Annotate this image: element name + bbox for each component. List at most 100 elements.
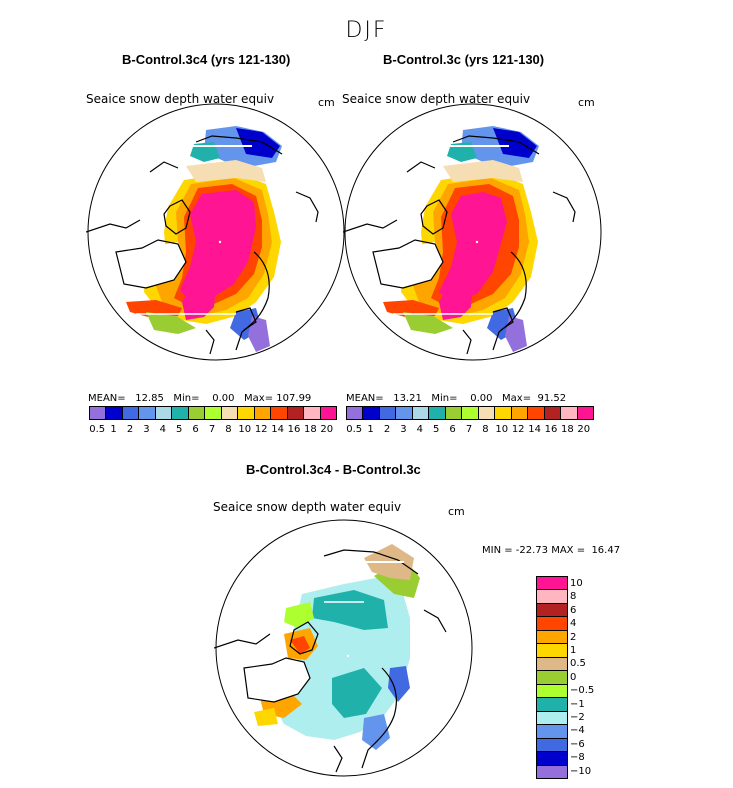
colorbar-swatch — [537, 711, 567, 726]
colorbar-swatch — [577, 407, 594, 419]
coastline — [289, 621, 319, 655]
pole-marker — [475, 240, 479, 244]
diff-panel-map — [214, 519, 473, 777]
colorbar-tick-label: 18 — [304, 424, 317, 435]
panel-2-colorbar — [346, 406, 594, 420]
min-value: 0.00 — [212, 393, 235, 404]
colorbar-tick-label: 10 — [570, 578, 583, 589]
colorbar-tick-label: −1 — [570, 698, 585, 710]
panel-2-title: B-Control.3c (yrs 121-130) — [383, 52, 545, 67]
colorbar-swatch — [495, 407, 512, 419]
coastline — [235, 307, 257, 331]
diff-region-teal — [312, 590, 388, 630]
max-value: 107.99 — [276, 393, 312, 404]
colorbar-tick-label: 16 — [287, 424, 301, 435]
ice-core-magenta — [439, 192, 507, 302]
coastline — [115, 239, 187, 289]
colorbar-swatch — [537, 630, 567, 645]
diff-panel-colorbar — [536, 576, 568, 779]
panel-1-map — [86, 103, 345, 361]
colorbar-swatch — [561, 407, 578, 419]
ice-tongue-magenta — [439, 277, 473, 320]
colorbar-tick-label: 4 — [416, 424, 423, 435]
colorbar-tick-label: 16 — [544, 424, 558, 435]
colorbar-tick-label: 2 — [383, 424, 391, 435]
coastline — [333, 745, 343, 773]
diff-region-lightgreen — [284, 602, 314, 628]
min-label: Min= — [431, 393, 458, 404]
coastline — [86, 219, 141, 233]
pole-marker — [346, 654, 350, 658]
coastline — [372, 239, 444, 289]
colorbar-swatch — [188, 407, 206, 419]
ice-edge-darkblue — [236, 128, 280, 158]
ice-tongue-magenta — [182, 277, 216, 320]
mean-value: 13.21 — [393, 393, 422, 404]
colorbar-swatch — [320, 407, 337, 419]
coastline — [343, 219, 398, 233]
colorbar-tick-label: −6 — [570, 738, 585, 750]
colorbar-tick-label: 8 — [570, 591, 577, 603]
panel-1-colorbar — [89, 406, 337, 420]
coastline — [462, 329, 472, 355]
colorbar-swatch — [238, 407, 255, 419]
colorbar-swatch — [537, 684, 567, 699]
colorbar-tick-label: 1 — [367, 424, 374, 435]
mean-label: MEAN= — [346, 393, 384, 404]
colorbar-tick-label: −8 — [570, 752, 585, 764]
colorbar-tick-label: 8 — [225, 424, 232, 435]
coastline — [420, 199, 448, 235]
season-title: DJF — [345, 18, 388, 43]
colorbar-swatch — [429, 407, 446, 419]
panel-2-stats: MEAN= 13.21 Min= 0.00 Max= 91.52 — [346, 393, 566, 404]
colorbar-tick-label: 6 — [449, 424, 456, 435]
colorbar-tick-label: −10 — [570, 765, 592, 777]
colorbar-swatch — [537, 590, 567, 604]
ice-edge-purple — [505, 316, 527, 352]
colorbar-tick-label: 5 — [176, 424, 183, 435]
colorbar-swatch — [478, 407, 496, 419]
diff-region-blue — [362, 714, 390, 750]
colorbar-tick-label: −0.5 — [570, 685, 595, 697]
colorbar-tick-label: −2 — [570, 712, 585, 723]
land-greenland-mask — [116, 242, 186, 288]
colorbar-tick-label: 14 — [271, 424, 284, 435]
colorbar-swatch — [537, 671, 567, 685]
coastline — [406, 161, 436, 173]
colorbar-swatch — [537, 765, 567, 779]
panel-2-variable: Seaice snow depth water equiv — [342, 92, 531, 106]
colorbar-tick-label: 12 — [254, 424, 268, 435]
panel-1-units: cm — [318, 96, 335, 109]
min-value: 0.00 — [470, 393, 493, 404]
colorbar-swatch — [304, 407, 321, 419]
coastline — [295, 191, 319, 223]
colorbar-tick-label: 10 — [495, 424, 509, 435]
colorbar-tick-label: 6 — [570, 604, 577, 616]
coastline — [243, 657, 311, 703]
pole-marker — [218, 240, 222, 244]
diff-panel-variable: Seaice snow depth water equiv — [213, 500, 402, 514]
colorbar-swatch — [106, 407, 123, 419]
colorbar-swatch — [122, 407, 140, 419]
panel-1-title: B-Control.3c4 (yrs 121-130) — [122, 52, 291, 67]
panel-1-stats: MEAN= 12.85 Min= 0.00 Max= 107.99 — [88, 393, 311, 404]
colorbar-swatch — [537, 644, 567, 658]
colorbar-swatch — [412, 407, 430, 419]
min-label: Min= — [173, 393, 200, 404]
land-greenland-mask — [244, 658, 310, 702]
colorbar-tick-label: 6 — [192, 424, 199, 435]
diff-panel-title: B-Control.3c4 - B-Control.3c — [246, 462, 421, 477]
colorbar-swatch — [537, 617, 567, 631]
colorbar-tick-label: 4 — [570, 618, 577, 630]
colorbar-tick-label: 3 — [143, 424, 150, 435]
colorbar-tick-label: 7 — [465, 424, 473, 435]
coastline — [423, 609, 447, 633]
colorbar-swatch — [537, 698, 567, 712]
coastline — [361, 667, 397, 769]
colorbar-swatch — [537, 577, 567, 591]
diff-region-teal-2 — [332, 668, 382, 718]
diff-region-royalblue — [388, 666, 410, 702]
colorbar-tick-label: 7 — [208, 424, 216, 435]
colorbar-swatch — [254, 407, 272, 419]
colorbar-tick-label: 0 — [570, 671, 577, 683]
